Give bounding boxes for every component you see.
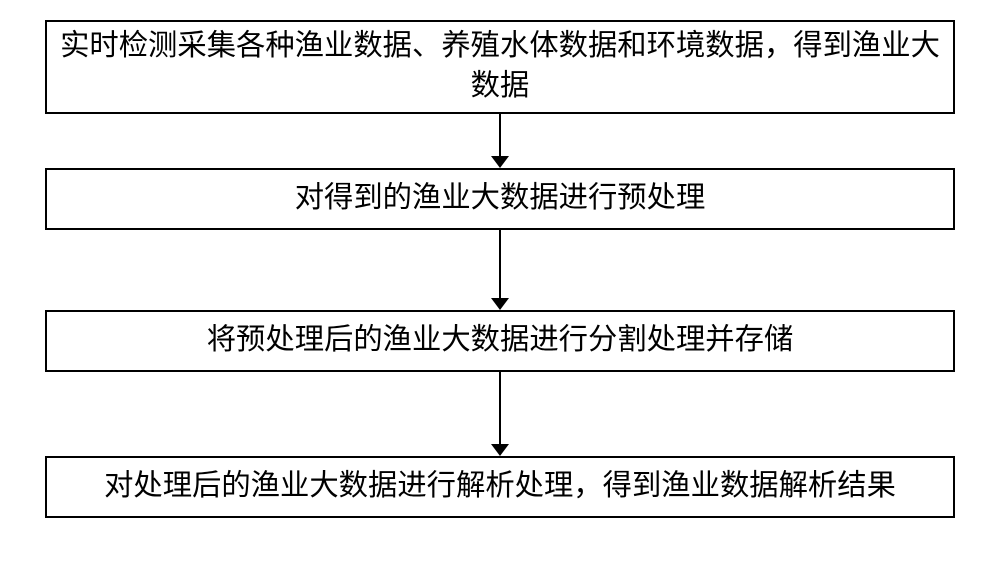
flow-step-4-label: 对处理后的渔业大数据进行解析处理，得到渔业数据解析结果 [104, 467, 896, 507]
flow-step-2: 对得到的渔业大数据进行预处理 [45, 168, 955, 230]
flow-step-1: 实时检测采集各种渔业数据、养殖水体数据和环境数据，得到渔业大数据 [45, 20, 955, 114]
flow-step-2-label: 对得到的渔业大数据进行预处理 [295, 179, 706, 219]
flow-step-3: 将预处理后的渔业大数据进行分割处理并存储 [45, 310, 955, 372]
flow-step-1-label: 实时检测采集各种渔业数据、养殖水体数据和环境数据，得到渔业大数据 [55, 27, 945, 106]
flow-step-4: 对处理后的渔业大数据进行解析处理，得到渔业数据解析结果 [45, 456, 955, 518]
flowchart-canvas: 实时检测采集各种渔业数据、养殖水体数据和环境数据，得到渔业大数据 对得到的渔业大… [0, 0, 1000, 570]
flow-step-3-label: 将预处理后的渔业大数据进行分割处理并存储 [207, 321, 794, 361]
